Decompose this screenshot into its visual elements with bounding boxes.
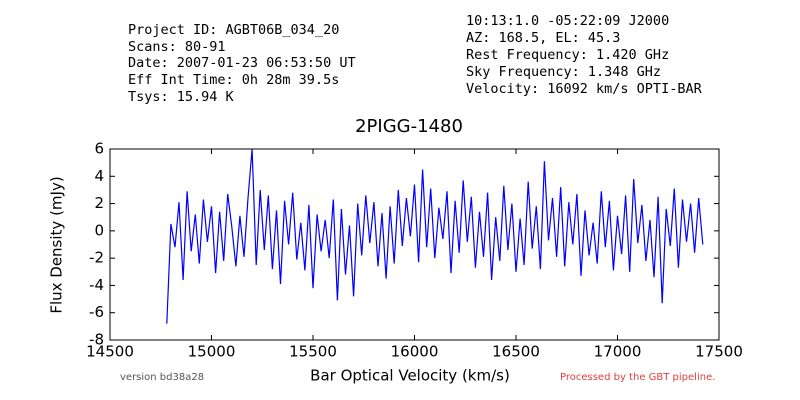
x-tick-label: 16000 bbox=[391, 343, 439, 361]
x-tick-label: 16500 bbox=[492, 343, 540, 361]
y-tick-label: 0 bbox=[94, 221, 104, 239]
x-tick-label: 17500 bbox=[695, 343, 743, 361]
header-line: Date: 2007-01-23 06:53:50 UT bbox=[128, 55, 356, 71]
header-line: Eff Int Time: 0h 28m 39.5s bbox=[128, 72, 339, 88]
x-tick-label: 14500 bbox=[86, 343, 134, 361]
footer-version: version bd38a28 bbox=[120, 372, 204, 383]
y-tick-label: -6 bbox=[89, 303, 104, 321]
header-line: Tsys: 15.94 K bbox=[128, 89, 235, 105]
y-tick-label: 4 bbox=[94, 167, 104, 185]
x-tick-label: 15000 bbox=[188, 343, 236, 361]
x-axis-label: Bar Optical Velocity (km/s) bbox=[310, 367, 510, 385]
y-tick-label: -8 bbox=[89, 331, 104, 349]
header-line: Project ID: AGBT06B_034_20 bbox=[128, 22, 339, 38]
y-tick-label: -2 bbox=[89, 249, 104, 267]
header-line: Scans: 80-91 bbox=[128, 39, 226, 55]
spectrum-line bbox=[166, 148, 704, 324]
header-line: Sky Frequency: 1.348 GHz bbox=[466, 64, 661, 80]
header-line: AZ: 168.5, EL: 45.3 bbox=[466, 30, 620, 46]
header-line: Velocity: 16092 km/s OPTI-BAR bbox=[466, 81, 703, 97]
y-tick-label: 2 bbox=[94, 194, 104, 212]
y-tick-label: 6 bbox=[94, 140, 104, 158]
x-tick-label: 17000 bbox=[594, 343, 642, 361]
y-axis-label: Flux Density (mJy) bbox=[48, 176, 66, 313]
y-tick-label: -4 bbox=[89, 276, 104, 294]
x-tick-label: 15500 bbox=[289, 343, 337, 361]
footer-pipeline: Processed by the GBT pipeline. bbox=[560, 372, 715, 383]
chart-title: 2PIGG-1480 bbox=[355, 116, 463, 137]
header-line: 10:13:1.0 -05:22:09 J2000 bbox=[466, 13, 669, 29]
header-line: Rest Frequency: 1.420 GHz bbox=[466, 47, 669, 63]
